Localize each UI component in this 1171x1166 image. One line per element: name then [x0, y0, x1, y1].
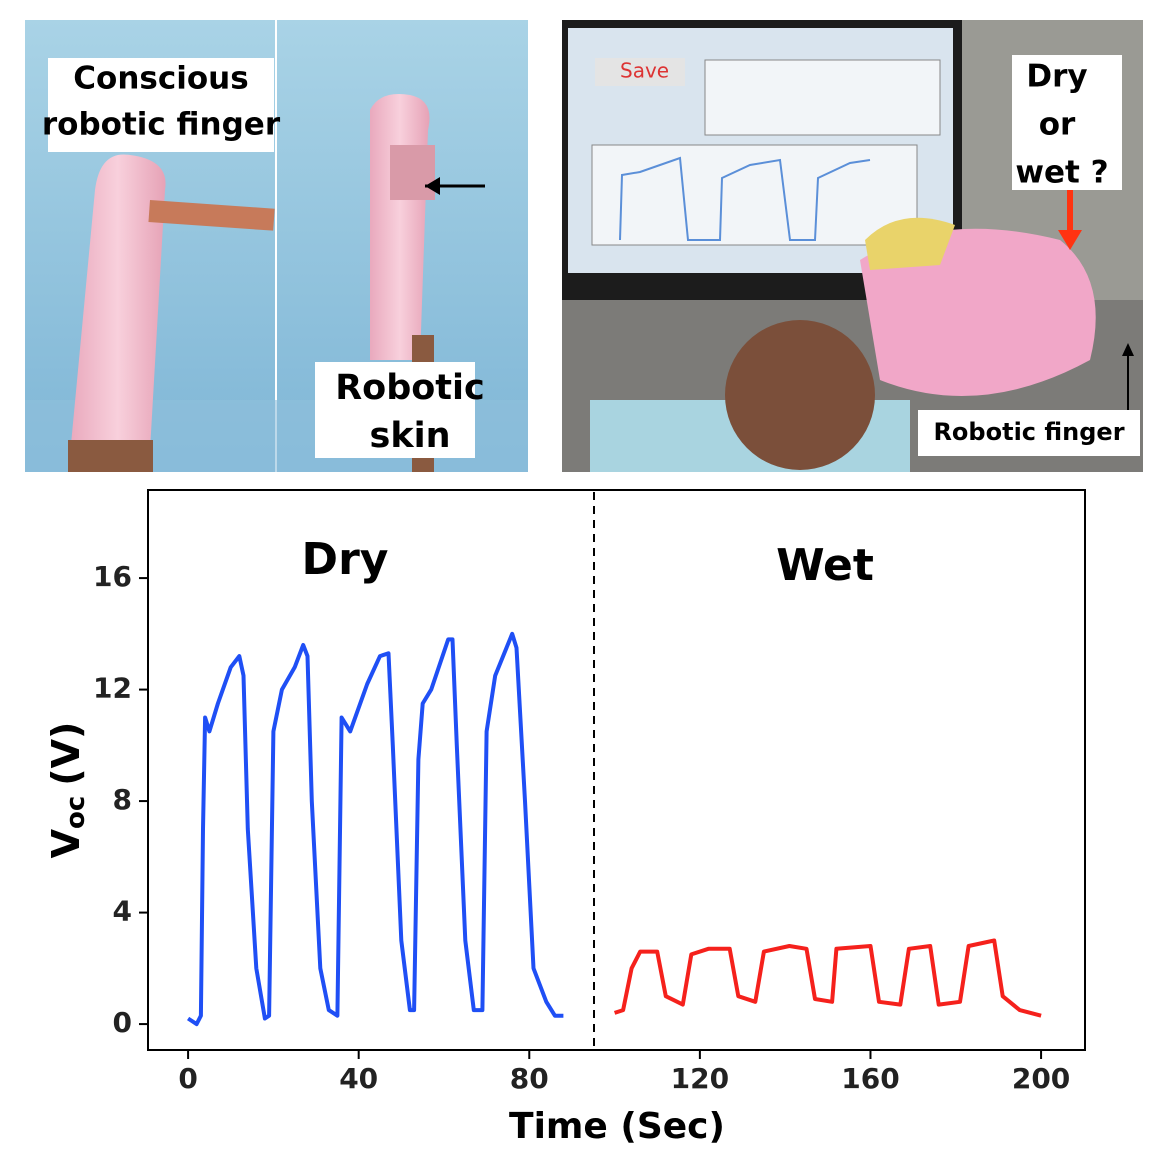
x-tick-label: 200	[1012, 1062, 1070, 1095]
x-tick-label: 40	[339, 1062, 378, 1095]
photo-label: Conscious	[73, 61, 248, 97]
photo-label: skin	[369, 416, 450, 456]
annotation: Dry	[302, 534, 389, 585]
finger-photo: Conscious robotic finger Robotic skin	[25, 20, 528, 472]
series-line	[186, 631, 564, 1027]
series-line	[613, 938, 1042, 1018]
x-tick-label: 120	[671, 1062, 729, 1095]
plot-frame	[147, 489, 1086, 1051]
photo-label: Dry	[1026, 59, 1087, 95]
lab-photo: Save Dry or wet ? Robotic finger	[562, 20, 1143, 472]
x-tick-label: 160	[841, 1062, 899, 1095]
y-tick-label: 8	[113, 783, 132, 816]
photo-label: Robotic	[335, 368, 485, 408]
x-tick-label: 80	[510, 1062, 549, 1095]
photo-label: Robotic finger	[933, 418, 1124, 446]
photo-label: robotic finger	[42, 107, 281, 143]
y-tick-label: 16	[93, 560, 132, 593]
x-tick-label: 0	[178, 1062, 197, 1095]
photo-label: wet ?	[1015, 155, 1108, 191]
photo-label: or	[1039, 107, 1076, 143]
y-tick-label: 4	[113, 895, 132, 928]
y-axis-label: Voc (V)	[44, 722, 91, 859]
y-axis-label-unit: (V)	[44, 722, 88, 786]
x-axis-label: Time (Sec)	[509, 1106, 725, 1147]
y-tick-label: 0	[113, 1006, 132, 1039]
screen-text: Save	[620, 59, 669, 83]
annotation: Wet	[776, 540, 874, 591]
y-tick-label: 12	[93, 672, 132, 705]
y-axis-label-main: V	[44, 828, 88, 858]
y-axis-label-sub: oc	[61, 796, 91, 829]
